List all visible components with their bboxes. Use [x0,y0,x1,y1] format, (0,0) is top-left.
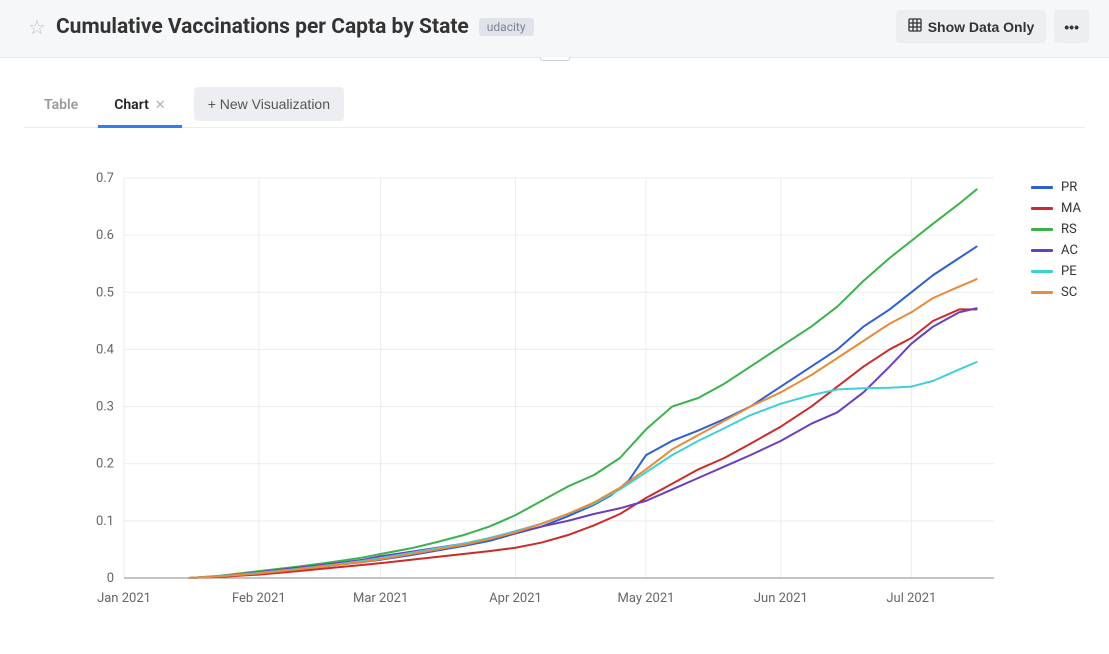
tab-label: Table [44,97,78,113]
legend-swatch-icon [1031,207,1053,210]
svg-text:Jul 2021: Jul 2021 [886,591,936,606]
svg-text:0: 0 [107,571,114,586]
svg-text:May 2021: May 2021 [618,591,675,606]
main-panel: TableChart✕ + New Visualization 00.10.20… [0,61,1109,648]
kebab-icon: ••• [1064,19,1079,35]
legend-label: AC [1061,243,1078,258]
legend-label: RS [1061,222,1077,237]
legend-item-ma[interactable]: MA [1031,201,1081,216]
svg-text:0.7: 0.7 [96,171,114,186]
legend-item-pe[interactable]: PE [1031,264,1081,279]
svg-text:0.3: 0.3 [96,400,114,415]
legend-item-sc[interactable]: SC [1031,285,1081,300]
legend-label: MA [1061,201,1081,216]
series-line-pe[interactable] [189,362,976,578]
svg-text:0.6: 0.6 [96,228,114,243]
favorite-star-icon[interactable]: ☆ [28,17,46,37]
legend-swatch-icon [1031,249,1053,252]
table-grid-icon [908,18,922,35]
legend-label: SC [1061,285,1077,300]
svg-text:Jun 2021: Jun 2021 [754,591,808,606]
legend-label: PE [1061,264,1077,279]
chart-container: 0 0.1 0.2 0.3 0.4 0.5 0.6 0.7 Jan 2021 Feb 2021 Ma… [24,168,1085,628]
svg-text:Mar 2021: Mar 2021 [353,591,408,606]
series-line-rs[interactable] [189,189,976,578]
series-line-sc[interactable] [189,279,976,578]
svg-text:0.4: 0.4 [96,342,115,357]
legend-swatch-icon [1031,270,1053,273]
svg-text:0.2: 0.2 [96,457,114,472]
chart-legend: PR MA RS AC PE SC [1031,180,1081,306]
show-data-only-button[interactable]: Show Data Only [896,10,1047,43]
header-left: ☆ Cumulative Vaccinations per Capta by S… [28,15,534,39]
svg-text:0.5: 0.5 [96,285,114,300]
tab-bar: Table Chart ✕ + New Visualization [24,87,1085,128]
legend-item-rs[interactable]: RS [1031,222,1081,237]
svg-text:0.1: 0.1 [96,514,114,529]
legend-swatch-icon [1031,186,1053,189]
svg-text:Feb 2021: Feb 2021 [232,591,286,606]
owner-tag[interactable]: udacity [479,18,534,36]
page-header: ☆ Cumulative Vaccinations per Capta by S… [0,0,1109,58]
tab-table[interactable]: Table [28,87,94,128]
tab-chart[interactable]: Chart ✕ [98,87,181,128]
legend-swatch-icon [1031,228,1053,231]
more-menu-button[interactable]: ••• [1054,10,1089,43]
header-right: Show Data Only ••• [896,10,1089,43]
close-icon[interactable]: ✕ [155,98,166,113]
svg-text:Jan 2021: Jan 2021 [97,591,151,606]
page-title: Cumulative Vaccinations per Capta by Sta… [56,15,469,39]
show-data-only-label: Show Data Only [928,19,1035,35]
line-chart: 0 0.1 0.2 0.3 0.4 0.5 0.6 0.7 Jan 2021 Feb 2021 Ma… [24,168,1084,628]
legend-item-ac[interactable]: AC [1031,243,1081,258]
new-visualization-button[interactable]: + New Visualization [194,87,344,121]
series-line-pr[interactable] [189,247,976,578]
legend-item-pr[interactable]: PR [1031,180,1081,195]
tab-label: Chart [114,97,149,113]
legend-label: PR [1061,180,1077,195]
svg-text:Apr 2021: Apr 2021 [489,591,542,606]
legend-swatch-icon [1031,291,1053,294]
series-line-ac[interactable] [189,308,976,578]
